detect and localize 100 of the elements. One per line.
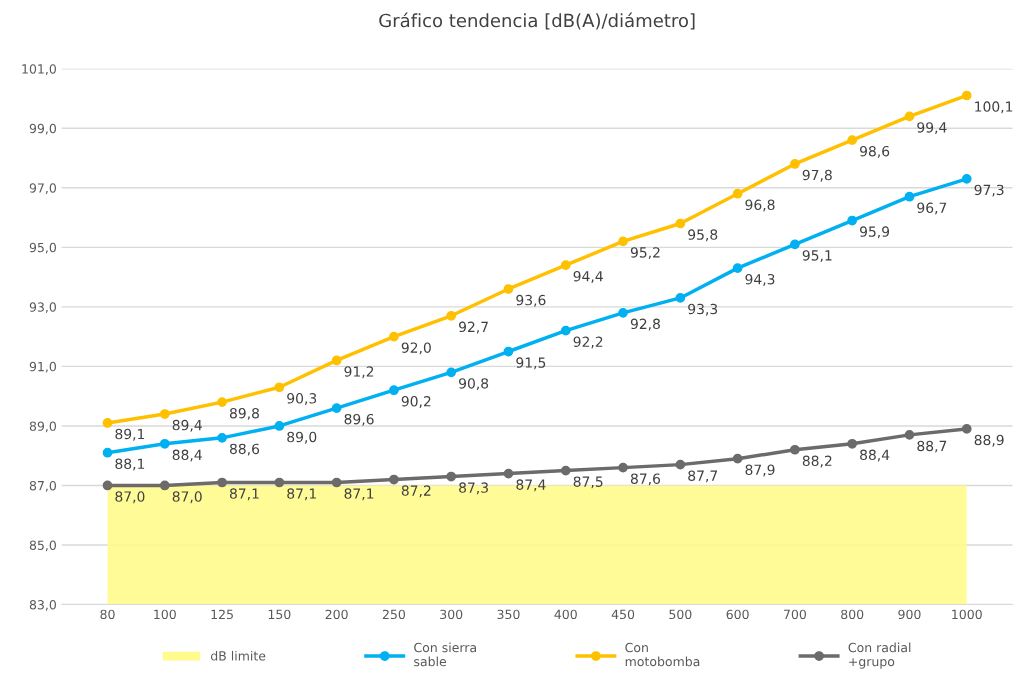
- point: [274, 421, 285, 431]
- y-tick-label: 87,0: [29, 480, 56, 492]
- point: [675, 459, 686, 470]
- data-label: 100,1: [975, 101, 1013, 114]
- point: [274, 477, 285, 488]
- point: [790, 444, 800, 455]
- y-tick-label: 97,0: [29, 183, 56, 194]
- point: [847, 135, 858, 146]
- x-tick-label: 300: [440, 609, 463, 620]
- data-label: 93,3: [688, 303, 718, 316]
- data-label: 92,7: [459, 321, 488, 334]
- data-label: 95,1: [802, 250, 832, 263]
- point: [847, 438, 858, 449]
- data-label: 96,7: [917, 202, 947, 215]
- chart-title: Gráfico tendencia [dB(A)/diámetro]: [379, 12, 695, 30]
- legend-label: Con motobomba: [625, 642, 700, 667]
- data-label: 92,2: [573, 336, 603, 349]
- data-label: 89,6: [344, 413, 374, 426]
- data-label: 87,7: [688, 470, 718, 483]
- legend-label: dB limite: [210, 650, 266, 661]
- y-tick-label: 93,0: [29, 302, 56, 314]
- point: [904, 430, 915, 440]
- data-label: 88,6: [229, 443, 260, 456]
- point: [331, 477, 342, 488]
- x-tick-label: 350: [497, 609, 520, 620]
- data-label: 95,9: [860, 226, 890, 239]
- point: [217, 477, 227, 488]
- point: [503, 468, 514, 479]
- point: [102, 480, 113, 491]
- data-label: 87,5: [573, 476, 603, 489]
- point: [159, 438, 170, 449]
- point: [560, 260, 571, 271]
- data-label: 89,0: [287, 431, 317, 444]
- data-label: 96,8: [745, 199, 775, 212]
- x-tick-label: 700: [784, 609, 806, 620]
- point: [904, 111, 915, 122]
- point: [732, 263, 743, 274]
- data-label: 89,8: [229, 407, 259, 420]
- point: [618, 462, 628, 473]
- point: [961, 90, 972, 101]
- y-tick-label: 99,0: [29, 123, 56, 135]
- data-label: 90,2: [401, 396, 431, 408]
- data-label: 93,6: [516, 294, 546, 307]
- data-label: 87,1: [287, 488, 316, 501]
- point: [389, 474, 399, 485]
- point: [217, 397, 227, 407]
- x-tick-label: 450: [611, 609, 635, 620]
- data-label: 91,5: [516, 357, 546, 370]
- x-tick-label: 500: [669, 609, 692, 620]
- point: [102, 418, 113, 428]
- point: [389, 331, 399, 342]
- point: [331, 403, 342, 413]
- point: [159, 409, 170, 419]
- point: [904, 191, 915, 202]
- data-label: 88,4: [172, 449, 202, 462]
- data-label: 94,3: [745, 273, 775, 286]
- data-label: 88,1: [115, 458, 145, 471]
- point: [446, 310, 457, 321]
- point: [446, 471, 457, 482]
- data-label: 87,1: [229, 488, 259, 501]
- point: [790, 239, 800, 250]
- data-label: 87,3: [459, 482, 488, 495]
- data-label: 87,0: [115, 491, 145, 504]
- point: [847, 215, 858, 226]
- point: [102, 447, 113, 458]
- data-label: 94,4: [573, 270, 603, 283]
- y-tick-label: 95,0: [29, 242, 56, 254]
- point: [790, 159, 800, 169]
- data-label: 87,9: [745, 464, 775, 477]
- x-tick-label: 150: [268, 609, 291, 620]
- y-tick-label: 89,0: [29, 421, 56, 433]
- point: [389, 385, 399, 396]
- data-label: 92,0: [401, 342, 431, 355]
- data-label: 87,6: [630, 473, 661, 486]
- point: [446, 367, 457, 378]
- data-label: 87,0: [172, 491, 202, 504]
- point: [961, 424, 972, 434]
- data-label: 95,2: [630, 247, 660, 260]
- point: [503, 346, 514, 357]
- x-tick-label: 125: [211, 609, 233, 620]
- data-label: 89,1: [115, 428, 145, 441]
- point: [732, 453, 743, 464]
- x-tick-label: 80: [100, 609, 115, 620]
- point: [560, 465, 571, 476]
- data-label: 87,2: [401, 485, 431, 498]
- legend-label: Con radial +grupo: [848, 642, 911, 669]
- x-tick-label: 250: [382, 609, 406, 620]
- point: [732, 188, 743, 199]
- x-tick-label: 1000: [952, 609, 982, 620]
- data-label: 95,8: [688, 229, 718, 242]
- point: [159, 480, 170, 491]
- data-label: 89,4: [172, 419, 202, 432]
- y-tick-label: 91,0: [29, 361, 56, 373]
- point: [217, 432, 227, 443]
- data-label: 90,8: [459, 378, 489, 391]
- y-tick-label: 85,0: [29, 540, 56, 552]
- data-label: 88,7: [917, 440, 947, 453]
- point: [331, 355, 342, 366]
- data-label: 91,2: [344, 366, 374, 379]
- x-tick-label: 600: [726, 609, 749, 620]
